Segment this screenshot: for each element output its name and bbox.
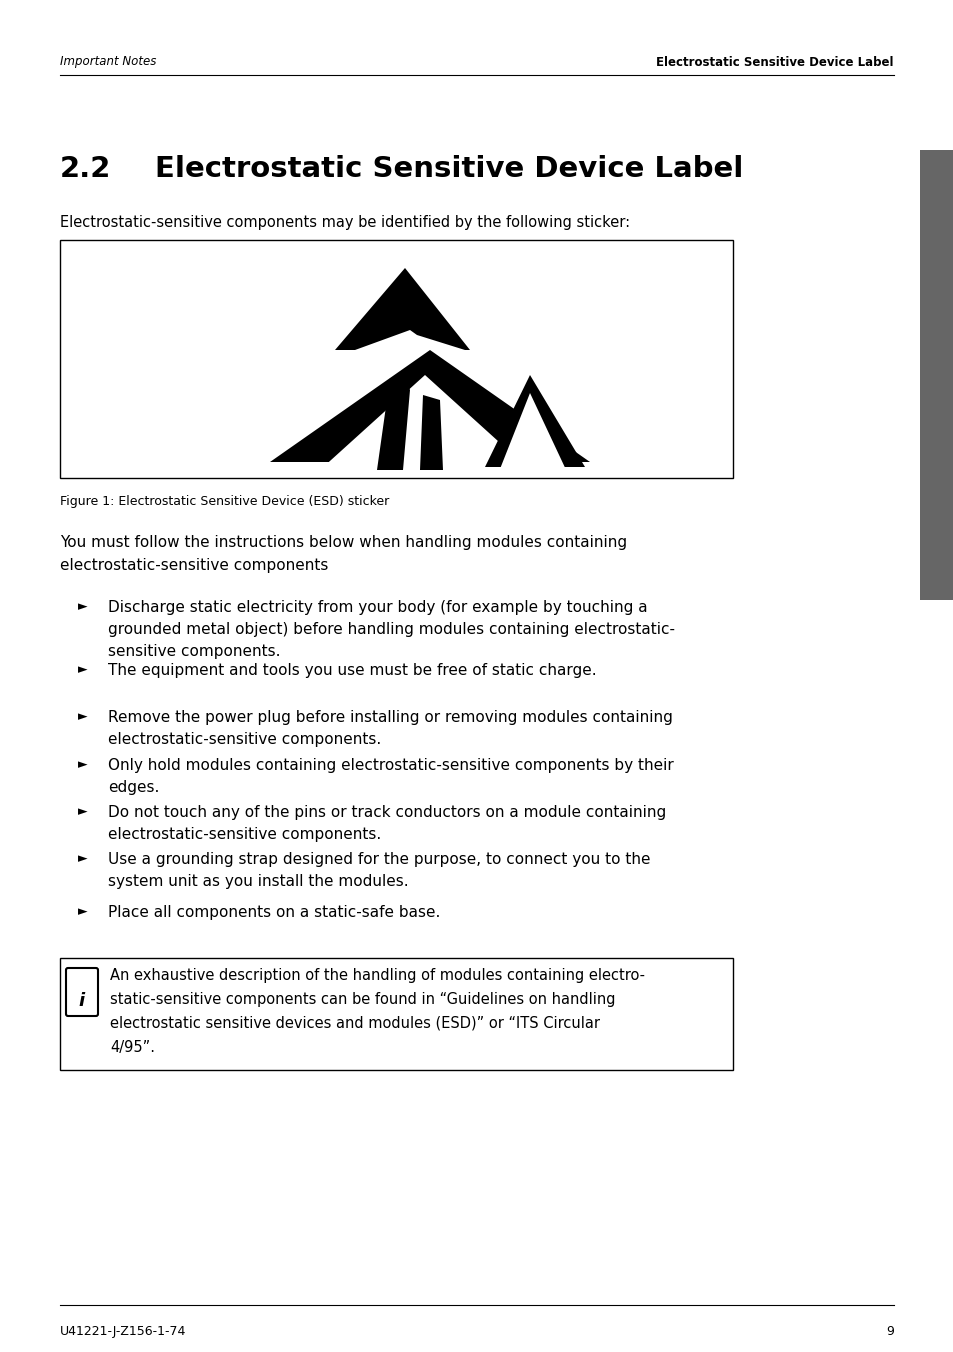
- Text: electrostatic-sensitive components.: electrostatic-sensitive components.: [108, 731, 381, 748]
- Text: Use a grounding strap designed for the purpose, to connect you to the: Use a grounding strap designed for the p…: [108, 852, 650, 867]
- Text: You must follow the instructions below when handling modules containing: You must follow the instructions below w…: [60, 535, 626, 550]
- Text: Do not touch any of the pins or track conductors on a module containing: Do not touch any of the pins or track co…: [108, 804, 665, 821]
- Text: Remove the power plug before installing or removing modules containing: Remove the power plug before installing …: [108, 710, 672, 725]
- Text: static-sensitive components can be found in “Guidelines on handling: static-sensitive components can be found…: [110, 992, 615, 1007]
- Text: U41221-J-Z156-1-74: U41221-J-Z156-1-74: [60, 1325, 186, 1338]
- Text: Electrostatic Sensitive Device Label: Electrostatic Sensitive Device Label: [656, 55, 893, 69]
- Bar: [60, 241, 732, 479]
- Polygon shape: [335, 268, 470, 350]
- Text: ►: ►: [78, 710, 88, 723]
- Polygon shape: [497, 393, 567, 475]
- Text: sensitive components.: sensitive components.: [108, 644, 280, 658]
- Text: ►: ►: [78, 804, 88, 818]
- Text: Electrostatic Sensitive Device Label: Electrostatic Sensitive Device Label: [154, 155, 742, 183]
- Text: ►: ►: [78, 852, 88, 865]
- Polygon shape: [270, 350, 589, 462]
- Text: ►: ►: [78, 600, 88, 612]
- Text: Place all components on a static-safe base.: Place all components on a static-safe ba…: [108, 904, 440, 919]
- Text: ►: ►: [78, 662, 88, 676]
- Text: The equipment and tools you use must be free of static charge.: The equipment and tools you use must be …: [108, 662, 596, 677]
- Text: electrostatic-sensitive components: electrostatic-sensitive components: [60, 558, 328, 573]
- Polygon shape: [419, 395, 442, 470]
- Text: system unit as you install the modules.: system unit as you install the modules.: [108, 873, 408, 890]
- Text: 4/95”.: 4/95”.: [110, 1040, 154, 1055]
- Text: edges.: edges.: [108, 780, 159, 795]
- Text: ►: ►: [78, 758, 88, 771]
- Text: An exhaustive description of the handling of modules containing electro-: An exhaustive description of the handlin…: [110, 968, 644, 983]
- FancyBboxPatch shape: [66, 968, 98, 1015]
- Polygon shape: [355, 330, 464, 350]
- Text: electrostatic sensitive devices and modules (ESD)” or “ITS Circular: electrostatic sensitive devices and modu…: [110, 1015, 599, 1032]
- Text: 9: 9: [885, 1325, 893, 1338]
- Polygon shape: [376, 379, 410, 470]
- Bar: [919, 150, 953, 600]
- Text: 2.2: 2.2: [60, 155, 112, 183]
- Text: electrostatic-sensitive components.: electrostatic-sensitive components.: [108, 827, 381, 842]
- Text: ►: ►: [78, 904, 88, 918]
- Text: Discharge static electricity from your body (for example by touching a: Discharge static electricity from your b…: [108, 600, 647, 615]
- Text: Important Notes: Important Notes: [60, 55, 156, 69]
- Polygon shape: [484, 375, 584, 466]
- Text: grounded metal object) before handling modules containing electrostatic-: grounded metal object) before handling m…: [108, 622, 675, 637]
- Bar: [60, 959, 732, 1069]
- Text: Only hold modules containing electrostatic-sensitive components by their: Only hold modules containing electrostat…: [108, 758, 673, 773]
- Text: Electrostatic-sensitive components may be identified by the following sticker:: Electrostatic-sensitive components may b…: [60, 215, 630, 230]
- Text: i: i: [79, 992, 85, 1010]
- Text: Figure 1: Electrostatic Sensitive Device (ESD) sticker: Figure 1: Electrostatic Sensitive Device…: [60, 495, 389, 508]
- Polygon shape: [319, 375, 530, 470]
